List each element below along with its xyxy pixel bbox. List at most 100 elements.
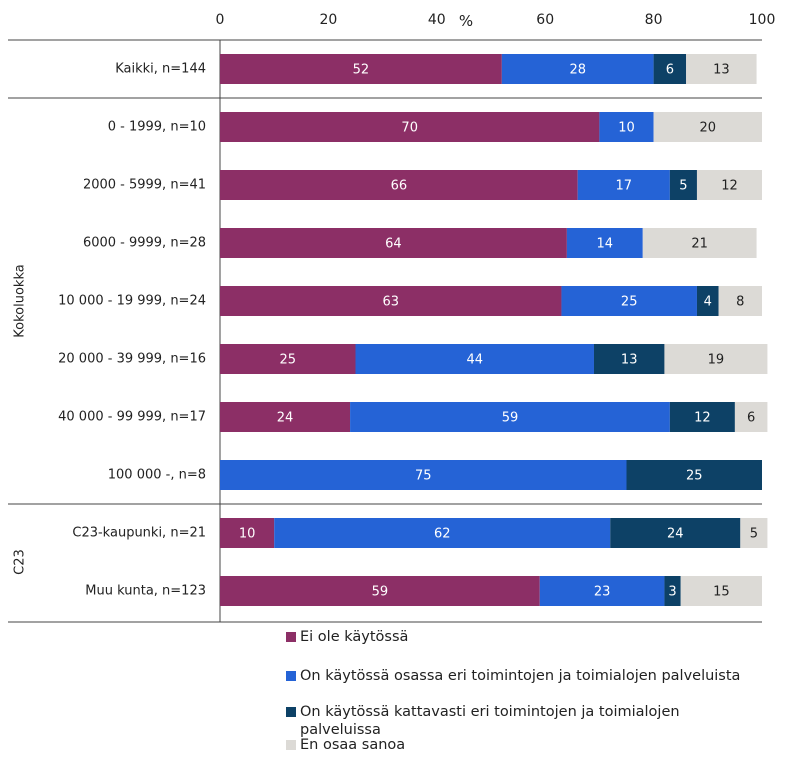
value-label: 6: [747, 411, 755, 426]
category-label: 40 000 - 99 999, n=17: [58, 410, 206, 425]
x-tick-label: 40: [428, 12, 446, 28]
x-tick-label: 100: [749, 12, 776, 28]
bar-segment: [220, 518, 275, 548]
value-label: 70: [401, 121, 418, 136]
value-label: 19: [708, 353, 725, 368]
bar-segment: [664, 576, 681, 606]
value-label: 12: [721, 179, 738, 194]
category-label: 6000 - 9999, n=28: [83, 236, 206, 251]
value-label: 24: [667, 527, 684, 542]
bar-segment: [664, 344, 768, 374]
bar-segment: [696, 286, 719, 316]
bar-segment: [740, 518, 768, 548]
axis-layer: 0 20 40 60 80 100% Kokoluokka C23: [8, 12, 776, 623]
value-label: 13: [621, 353, 638, 368]
value-label: 4: [704, 295, 712, 310]
category-label: 100 000 -, n=8: [108, 468, 206, 483]
category-label: Muu kunta, n=123: [85, 584, 206, 599]
value-label: 66: [391, 179, 408, 194]
unit-label: %: [459, 12, 473, 30]
value-label: 44: [466, 353, 483, 368]
value-label: 6: [666, 63, 674, 78]
value-label: 21: [691, 237, 708, 252]
bar-segment: [653, 112, 762, 142]
value-label: 3: [668, 585, 676, 600]
bar-segment: [610, 518, 741, 548]
value-label: 13: [713, 63, 730, 78]
legend-label: On käytössä kattavasti eri toimintojen j…: [300, 704, 680, 738]
value-label: 62: [434, 527, 451, 542]
value-label: 59: [502, 411, 519, 426]
group-label: Kokoluokka: [13, 264, 28, 337]
bar-segment: [734, 402, 768, 432]
bar-segment: [355, 344, 594, 374]
bar-segment: [653, 54, 687, 84]
category-label: 20 000 - 39 999, n=16: [58, 352, 206, 367]
legend-item: En osaa sanoa: [286, 736, 756, 754]
value-label: 63: [382, 295, 399, 310]
bar-segment: [577, 170, 670, 200]
bar-segment: [350, 402, 670, 432]
bar-segment: [593, 344, 665, 374]
bar-segment: [220, 112, 600, 142]
bar-segment: [680, 576, 762, 606]
value-label: 14: [597, 237, 614, 252]
bar-segment: [220, 460, 627, 490]
value-label: 75: [415, 469, 432, 484]
value-label: 20: [700, 121, 717, 136]
bar-segment: [561, 286, 697, 316]
value-label: 12: [694, 411, 711, 426]
bar-segment: [696, 170, 762, 200]
bar-segment: [220, 170, 578, 200]
bar-segment: [220, 344, 356, 374]
legend-label: Ei ole käytössä: [300, 629, 409, 645]
legend-item: On käytössä kattavasti eri toimintojen j…: [286, 703, 756, 739]
value-label: 15: [713, 585, 730, 600]
x-tick-label: 0: [216, 12, 225, 28]
bar-segment: [220, 228, 567, 258]
bar-segment: [669, 402, 735, 432]
value-label: 25: [686, 469, 703, 484]
value-label: 10: [239, 527, 256, 542]
labels-layer: Kaikki, n=144 52 28 6 13 0 - 1999, n=10 70 10 20…: [58, 62, 758, 600]
value-label: 8: [736, 295, 744, 310]
category-label: C23-kaupunki, n=21: [72, 526, 206, 541]
legend-swatch: [286, 740, 296, 750]
legend-swatch: [286, 707, 296, 717]
category-label: 0 - 1999, n=10: [108, 120, 206, 135]
bar-segment: [642, 228, 757, 258]
bar-segment: [626, 460, 762, 490]
group-label: C23: [13, 549, 28, 575]
value-label: 25: [621, 295, 638, 310]
bar-segment: [669, 170, 697, 200]
legend-label: On käytössä osassa eri toimintojen ja to…: [300, 668, 741, 684]
value-label: 10: [618, 121, 635, 136]
bar-segment: [539, 576, 665, 606]
x-tick-label: 80: [645, 12, 663, 28]
category-label: Kaikki, n=144: [115, 62, 206, 77]
bar-segment: [566, 228, 643, 258]
value-label: 5: [679, 179, 687, 194]
x-tick-label: 20: [319, 12, 337, 28]
bars-layer: [220, 54, 768, 606]
value-label: 25: [279, 353, 296, 368]
bar-segment: [220, 54, 502, 84]
legend-swatch: [286, 671, 296, 681]
value-label: 64: [385, 237, 402, 252]
value-label: 59: [372, 585, 389, 600]
bar-segment: [718, 286, 762, 316]
x-tick-label: 60: [536, 12, 554, 28]
category-label: 2000 - 5999, n=41: [83, 178, 206, 193]
value-label: 28: [569, 63, 586, 78]
bar-segment: [599, 112, 654, 142]
legend-swatch: [286, 632, 296, 642]
bar-segment: [220, 286, 562, 316]
value-label: 17: [616, 179, 633, 194]
category-label: 10 000 - 19 999, n=24: [58, 294, 206, 309]
bar-segment: [686, 54, 757, 84]
value-label: 23: [594, 585, 611, 600]
value-label: 52: [353, 63, 370, 78]
legend-label: En osaa sanoa: [300, 737, 406, 753]
stacked-bar-chart: 0 20 40 60 80 100% Kokoluokka C23 Kaikki, n=144…: [8, 12, 776, 623]
bar-segment: [220, 402, 351, 432]
